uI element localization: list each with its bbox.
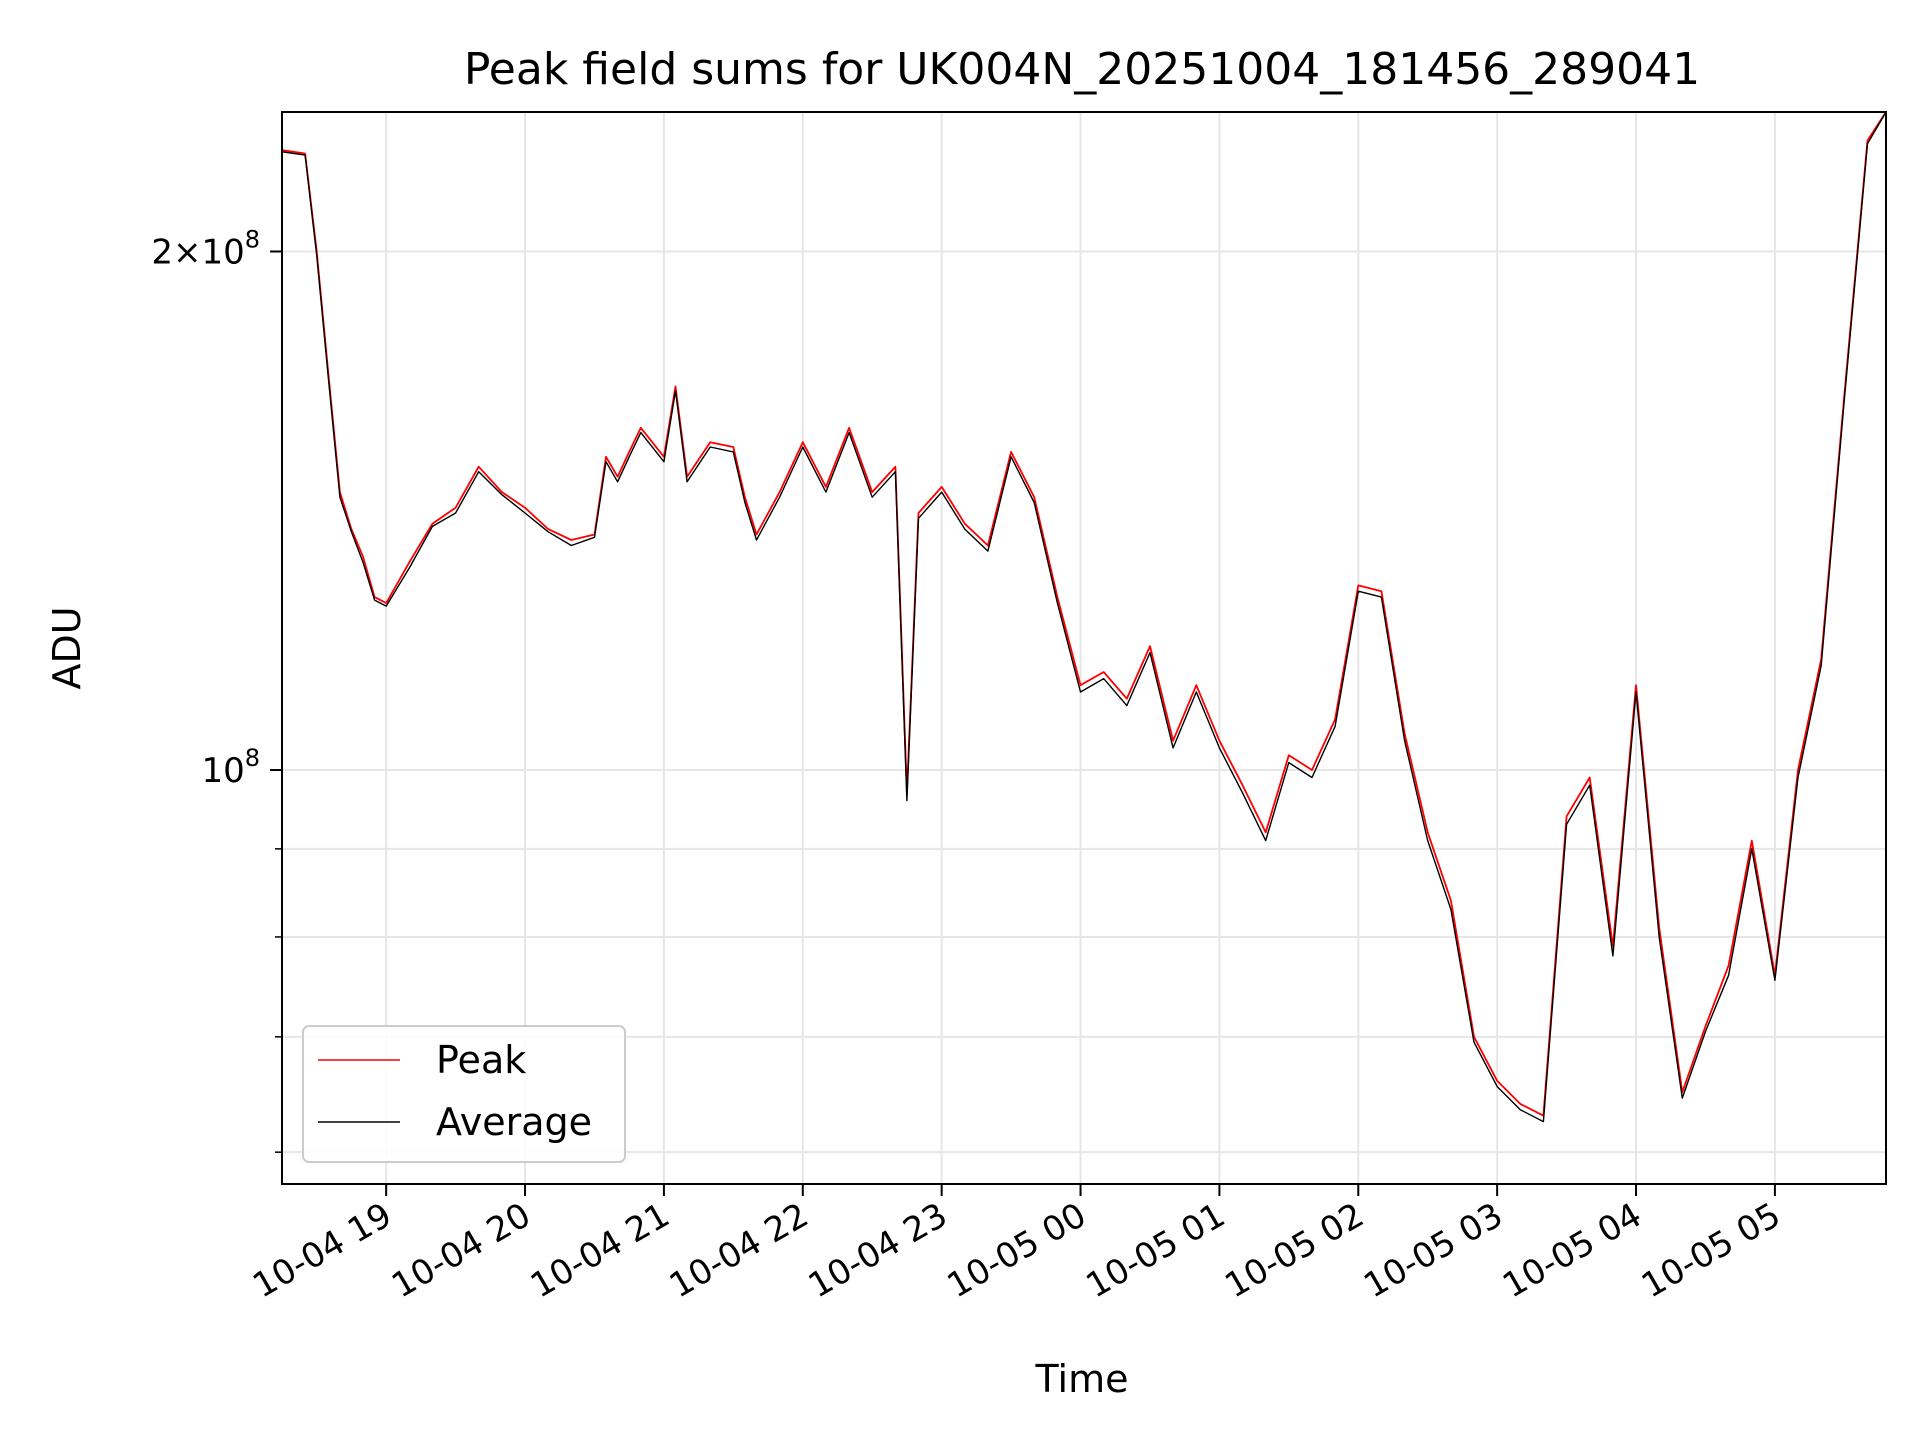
legend-label-average: Average: [436, 1100, 592, 1144]
plot-frame: [281, 111, 1887, 1185]
series-line-peak: [281, 111, 1887, 1117]
x-axis-label: Time: [1035, 1357, 1129, 1401]
chart-title: Peak field sums for UK004N_20251004_1814…: [464, 44, 1700, 95]
series-line-average: [281, 111, 1887, 1123]
legend-label-peak: Peak: [436, 1038, 526, 1082]
y-tick-label: 2×108: [151, 226, 260, 273]
grid: [282, 112, 1886, 1184]
legend: Peak Average: [302, 1025, 626, 1163]
y-axis-label: ADU: [45, 606, 89, 689]
series-lines: [281, 111, 1887, 1123]
